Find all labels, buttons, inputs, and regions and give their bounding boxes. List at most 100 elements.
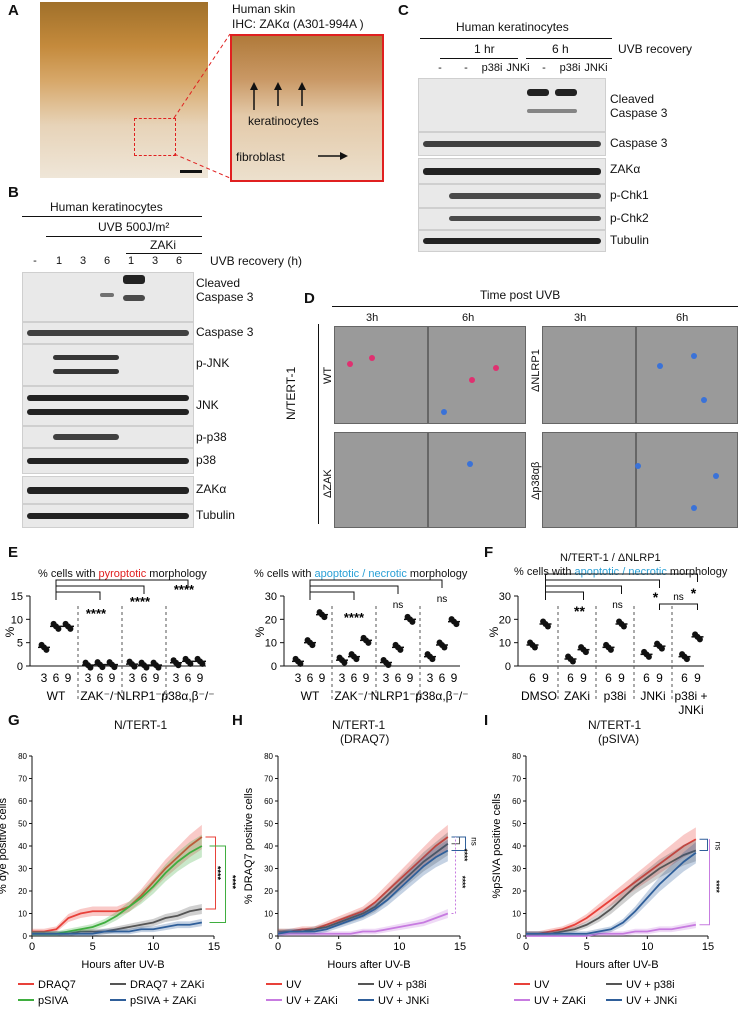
- e-right-tick-2: 9: [319, 671, 326, 685]
- c-blot-cleaved-caspase3: [418, 78, 606, 132]
- b-lane-1: 1: [55, 255, 63, 267]
- e-left-group-0: WT: [47, 689, 66, 703]
- f-group-2: p38i: [604, 689, 627, 703]
- e-right-point-4-2: [353, 656, 360, 663]
- h-ylabel: % DRAQ7 positive cells: [243, 787, 255, 904]
- d-marker-6: [701, 397, 707, 403]
- panel-label-c: C: [398, 2, 409, 19]
- c-lane-6: JNKi: [584, 62, 608, 74]
- d-image-p38-6h: [636, 432, 738, 528]
- f-group-0: DMSO: [521, 689, 557, 703]
- panel-label-e: E: [8, 544, 19, 561]
- f-bracket-4: [659, 603, 698, 610]
- e-left-point-1-2: [55, 625, 62, 632]
- panel-label-a: A: [8, 2, 19, 19]
- f-point-5-2: [620, 623, 627, 630]
- d-marker-8: [467, 461, 473, 467]
- zoom-image: [230, 34, 384, 182]
- e-left-sig-2: ****: [174, 582, 195, 597]
- i-series-0: [526, 838, 697, 935]
- g-legend-label-1: DRAQ7 + ZAKi: [130, 979, 204, 991]
- d-cell-markers: [347, 353, 719, 511]
- i-band-2: [526, 921, 696, 936]
- b-lane-6: 6: [175, 255, 183, 267]
- g-legend-label-0: DRAQ7: [38, 979, 76, 991]
- c-label-cleaved-caspase3: Cleaved Caspase 3: [610, 92, 668, 120]
- h-legend-label-1: UV + p38i: [378, 979, 427, 991]
- e-right-point-1-2: [309, 642, 316, 649]
- e-right-sig-0: ****: [344, 610, 365, 625]
- e-right-bracket-0: [309, 591, 355, 600]
- e-right-point-5-2: [365, 639, 372, 646]
- d-time-1: 3h: [366, 312, 379, 324]
- h-xlabel: Hours after UV-B: [327, 959, 410, 971]
- e-right-tick-1: 6: [307, 671, 314, 685]
- f-title-1: N/TERT-1 / ΔNLRP1: [560, 552, 661, 564]
- d-title: Time post UVB: [480, 288, 561, 302]
- e-left-point-0-2: [43, 646, 50, 653]
- h-yticklabel-4: 40: [264, 842, 273, 851]
- i-yticklabel-2: 20: [512, 887, 521, 896]
- b-label-pjnk: p-JNK: [196, 356, 230, 370]
- f-bracket-2: [545, 579, 660, 588]
- c-lane-2: p38i: [481, 62, 503, 74]
- e-right-point-10-2: [441, 644, 448, 651]
- i-xlabel: Hours after UV-B: [575, 959, 658, 971]
- c-lane-axis: UVB recovery: [618, 42, 693, 56]
- d-time-4: 6h: [676, 312, 689, 324]
- panel-label-d: D: [304, 290, 315, 307]
- f-point-9-2: [696, 636, 703, 643]
- d-marker-10: [691, 505, 697, 511]
- g-xticklabel-0: 0: [29, 941, 35, 953]
- e-right-tick-3: 3: [339, 671, 346, 685]
- g-ylabel: % dye positive cells: [0, 798, 9, 894]
- b-blot-cleaved-caspase3: [22, 272, 194, 322]
- b-label-jnk: JNK: [196, 398, 219, 412]
- f-bracket-3: [545, 573, 698, 582]
- e-left-tick-0: 3: [41, 671, 48, 685]
- h-sig-1: ****: [460, 849, 469, 862]
- g-legend-label-2: pSIVA: [38, 995, 69, 1007]
- e-right-bracket-1: [309, 585, 399, 594]
- e-left-bracket-0: [55, 591, 101, 600]
- g-yticklabel-5: 50: [18, 820, 27, 829]
- i-yticklabel-5: 50: [512, 820, 521, 829]
- e-right-point-8-2: [409, 618, 416, 625]
- f-group-3: JNKi: [640, 689, 665, 703]
- b-lane-5: 3: [151, 255, 159, 267]
- e-right-yticklabel-2: 20: [265, 614, 277, 626]
- panel-label-g: G: [8, 712, 20, 729]
- i-yticklabel-0: 0: [517, 932, 522, 941]
- ihc-title-2: IHC: ZAKα (A301-994A ): [232, 17, 364, 31]
- c-time1: 1 hr: [474, 42, 495, 56]
- e-right-tick-0: 3: [295, 671, 302, 685]
- f-point-1-2: [544, 623, 551, 630]
- keratinocyte-arrows: [250, 82, 348, 160]
- e-right-group-0: WT: [301, 689, 320, 703]
- d-marker-4: [441, 409, 447, 415]
- h-yticklabel-8: 80: [264, 752, 273, 761]
- e-left-point-9-2: [175, 662, 182, 669]
- d-marker-9: [713, 473, 719, 479]
- e-left-point-10-2: [187, 660, 194, 667]
- g-yticklabel-3: 30: [18, 865, 27, 874]
- g-yticklabel-6: 60: [18, 797, 27, 806]
- i-band-1: [526, 839, 696, 936]
- g-xticklabel-2: 10: [147, 941, 159, 953]
- g-yticklabel-1: 10: [18, 910, 27, 919]
- e-right-point-2-2: [321, 614, 328, 621]
- c-lane-4: -: [542, 62, 546, 74]
- i-legend-label-3: UV + JNKi: [626, 995, 677, 1007]
- b-lane-3: 6: [103, 255, 111, 267]
- h-series-0: [278, 836, 449, 933]
- d-time-3: 3h: [574, 312, 587, 324]
- e-right-point-6-2: [385, 662, 392, 668]
- e-left-yticklabel-0: 0: [17, 661, 23, 673]
- e-left-yticklabel-1: 5: [17, 638, 23, 650]
- b-treatment: UVB 500J/m²: [98, 220, 170, 234]
- c-blot-pchk2: [418, 208, 606, 230]
- f-point-2-2: [569, 658, 576, 665]
- g-legend-label-3: pSIVA + ZAKi: [130, 995, 196, 1007]
- f-tick-9: 9: [694, 671, 701, 685]
